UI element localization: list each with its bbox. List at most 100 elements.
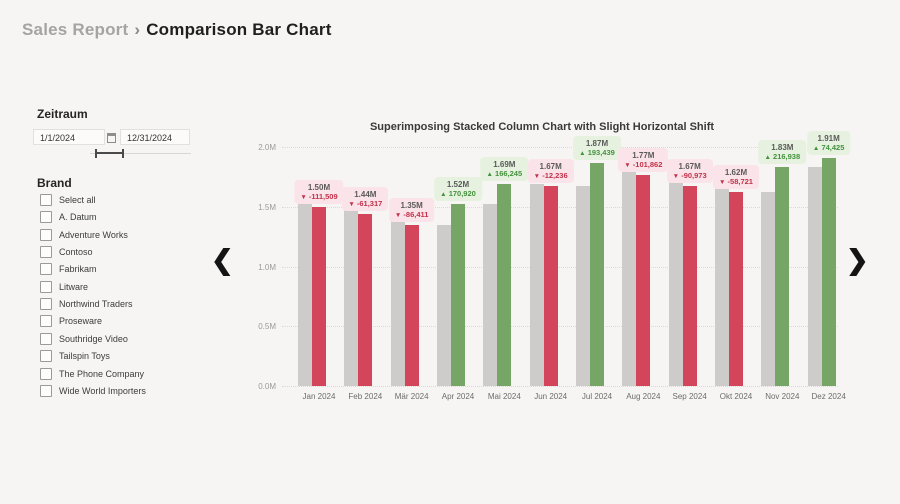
start-date-input[interactable]: 1/1/2024 bbox=[33, 129, 105, 145]
calendar-icon bbox=[107, 133, 116, 143]
bar-current[interactable] bbox=[543, 186, 558, 386]
brand-item[interactable]: Adventure Works bbox=[40, 228, 128, 242]
data-label-value: 1.69M bbox=[493, 160, 516, 170]
data-label-delta: ▼ -101,862 bbox=[624, 159, 663, 169]
bar-current[interactable] bbox=[775, 167, 790, 386]
down-arrow-icon: ▼ bbox=[719, 179, 726, 187]
bar-current[interactable] bbox=[729, 192, 743, 386]
bar-previous[interactable] bbox=[298, 193, 312, 386]
bar-current[interactable] bbox=[312, 206, 326, 386]
brand-item[interactable]: Southridge Video bbox=[40, 332, 128, 346]
brand-item[interactable]: Proseware bbox=[40, 314, 102, 328]
data-label-value: 1.91M bbox=[817, 133, 840, 143]
slider-handle-left[interactable] bbox=[95, 149, 97, 158]
checkbox[interactable] bbox=[40, 298, 52, 311]
brand-item[interactable]: Fabrikam bbox=[40, 262, 97, 276]
bar-previous[interactable] bbox=[390, 213, 405, 386]
brand-item[interactable]: The Phone Company bbox=[40, 367, 144, 381]
down-arrow-icon: ▼ bbox=[300, 193, 307, 201]
bar-previous[interactable] bbox=[529, 184, 544, 386]
y-axis-tick: 2.0M bbox=[258, 143, 276, 152]
brand-item-label: Fabrikam bbox=[59, 264, 97, 275]
x-axis-tick: Jun 2024 bbox=[534, 392, 568, 401]
checkbox[interactable] bbox=[40, 315, 52, 328]
data-label-value: 1.87M bbox=[585, 138, 609, 148]
bar-current[interactable] bbox=[682, 186, 697, 386]
bar-previous[interactable] bbox=[807, 167, 822, 386]
data-label-delta: ▼ -111,509 bbox=[300, 191, 338, 201]
bar-previous[interactable] bbox=[715, 186, 729, 386]
checkbox[interactable] bbox=[40, 246, 52, 259]
checkbox[interactable] bbox=[40, 194, 52, 206]
checkbox[interactable] bbox=[40, 332, 52, 345]
data-label: 1.67M ▼ -90,973 bbox=[666, 159, 713, 184]
date-range-slider[interactable] bbox=[33, 148, 191, 159]
data-label-delta: ▼ -90,973 bbox=[672, 171, 707, 181]
checkbox[interactable] bbox=[40, 228, 52, 241]
brand-item[interactable]: Contoso bbox=[40, 245, 93, 259]
bar-current[interactable] bbox=[590, 162, 604, 386]
data-label: 1.50M ▼ -111,509 bbox=[294, 179, 344, 204]
gridline bbox=[282, 326, 838, 328]
brand-item-label: A. Datum bbox=[59, 212, 97, 223]
checkbox[interactable] bbox=[40, 350, 52, 363]
brand-item-label: Proseware bbox=[59, 316, 103, 327]
down-arrow-icon: ▼ bbox=[624, 161, 631, 169]
x-axis-tick: Jul 2024 bbox=[581, 392, 613, 401]
end-date-input[interactable]: 12/31/2024 bbox=[120, 129, 190, 145]
checkbox[interactable] bbox=[40, 211, 52, 224]
breadcrumb-parent[interactable]: Sales Report bbox=[22, 20, 129, 39]
brand-item-label: Litware bbox=[59, 281, 89, 292]
y-axis-tick: 1.0M bbox=[258, 262, 276, 272]
bar-current[interactable] bbox=[358, 213, 373, 386]
brand-item[interactable]: A. Datum bbox=[40, 210, 97, 224]
bar-previous[interactable] bbox=[622, 162, 637, 386]
bar-previous[interactable] bbox=[483, 204, 498, 386]
brand-item[interactable]: Select all bbox=[40, 193, 96, 207]
data-label-value: 1.44M bbox=[354, 189, 377, 199]
up-arrow-icon: ▲ bbox=[440, 191, 447, 199]
brand-item-label: Southridge Video bbox=[59, 333, 128, 344]
bar-previous[interactable] bbox=[437, 224, 451, 386]
brand-item[interactable]: Wide World Importers bbox=[40, 384, 146, 398]
brand-label: Brand bbox=[37, 176, 72, 190]
x-axis-tick: Okt 2024 bbox=[719, 392, 753, 401]
brand-item[interactable]: Tailspin Toys bbox=[40, 349, 110, 363]
bar-previous[interactable] bbox=[576, 186, 590, 386]
next-page-button[interactable]: ❯ bbox=[846, 245, 869, 275]
data-label-value: 1.50M bbox=[307, 182, 331, 192]
up-arrow-icon: ▲ bbox=[812, 144, 820, 152]
data-label: 1.44M ▼ -61,317 bbox=[342, 186, 389, 211]
bar-previous[interactable] bbox=[761, 192, 776, 386]
bar-current[interactable] bbox=[636, 174, 651, 386]
bar-previous[interactable] bbox=[344, 206, 359, 386]
checkbox[interactable] bbox=[40, 280, 52, 293]
slider-range[interactable] bbox=[96, 152, 123, 154]
slider-track[interactable] bbox=[90, 153, 191, 154]
brand-item[interactable]: Litware bbox=[40, 280, 88, 294]
prev-page-button[interactable]: ❮ bbox=[211, 245, 234, 275]
y-axis-tick: 0.0M bbox=[258, 382, 276, 391]
slider-handle-right[interactable] bbox=[122, 149, 124, 158]
bar-previous[interactable] bbox=[668, 174, 683, 386]
checkbox[interactable] bbox=[40, 263, 52, 276]
bar-current[interactable] bbox=[451, 204, 465, 386]
data-label-delta: ▲ 216,938 bbox=[764, 152, 801, 162]
bar-current[interactable] bbox=[404, 224, 419, 386]
chart-title: Superimposing Stacked Column Chart with … bbox=[369, 121, 715, 133]
bar-current[interactable] bbox=[821, 157, 836, 386]
data-label-delta: ▼ -86,411 bbox=[394, 209, 429, 219]
up-arrow-icon: ▲ bbox=[579, 149, 586, 157]
y-axis-tick: 1.5M bbox=[258, 202, 276, 212]
brand-item[interactable]: Northwind Traders bbox=[40, 297, 133, 311]
x-axis-tick: Jan 2024 bbox=[302, 392, 336, 401]
data-label: 1.83M ▲ 216,938 bbox=[758, 140, 807, 165]
data-label-delta: ▲ 166,245 bbox=[486, 169, 523, 179]
bar-current[interactable] bbox=[497, 184, 512, 386]
up-arrow-icon: ▲ bbox=[764, 154, 771, 162]
data-label: 1.35M ▼ -86,411 bbox=[388, 197, 435, 222]
checkbox[interactable] bbox=[40, 384, 52, 397]
data-label-delta: ▼ -61,317 bbox=[348, 198, 383, 208]
data-label: 1.87M ▲ 193,439 bbox=[573, 135, 621, 160]
checkbox[interactable] bbox=[40, 367, 52, 380]
